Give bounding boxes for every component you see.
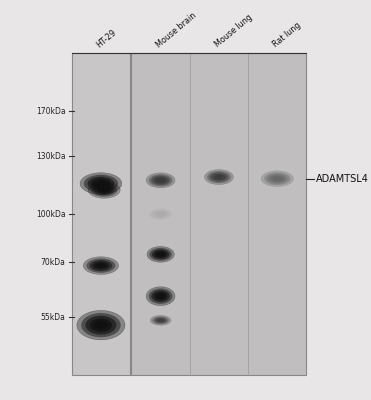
Ellipse shape bbox=[154, 292, 167, 300]
Ellipse shape bbox=[152, 316, 169, 324]
Ellipse shape bbox=[155, 212, 166, 217]
Ellipse shape bbox=[154, 177, 167, 184]
Ellipse shape bbox=[96, 263, 106, 268]
Ellipse shape bbox=[215, 175, 223, 179]
Text: 100kDa: 100kDa bbox=[36, 210, 66, 219]
Ellipse shape bbox=[270, 175, 285, 182]
Ellipse shape bbox=[210, 172, 228, 182]
Ellipse shape bbox=[267, 174, 288, 184]
Ellipse shape bbox=[90, 318, 112, 332]
Ellipse shape bbox=[151, 176, 170, 185]
Text: Mouse lung: Mouse lung bbox=[213, 13, 254, 49]
Ellipse shape bbox=[86, 258, 115, 273]
Ellipse shape bbox=[158, 319, 164, 322]
Ellipse shape bbox=[97, 186, 112, 194]
Ellipse shape bbox=[86, 316, 116, 334]
Ellipse shape bbox=[95, 180, 107, 186]
Ellipse shape bbox=[157, 178, 165, 182]
Ellipse shape bbox=[91, 183, 117, 197]
Text: 130kDa: 130kDa bbox=[36, 152, 66, 161]
Ellipse shape bbox=[88, 177, 114, 190]
Ellipse shape bbox=[154, 317, 167, 324]
Ellipse shape bbox=[152, 249, 169, 259]
Ellipse shape bbox=[273, 176, 282, 181]
Ellipse shape bbox=[83, 257, 119, 274]
Ellipse shape bbox=[88, 182, 120, 198]
Text: Mouse brain: Mouse brain bbox=[155, 11, 198, 49]
Ellipse shape bbox=[157, 252, 164, 256]
Bar bbox=[72, 53, 130, 375]
Ellipse shape bbox=[94, 185, 114, 195]
Ellipse shape bbox=[91, 178, 111, 188]
Ellipse shape bbox=[153, 210, 168, 218]
Ellipse shape bbox=[156, 318, 165, 322]
Text: HT-29: HT-29 bbox=[95, 28, 119, 49]
Bar bbox=[131, 53, 306, 375]
Text: Rat lung: Rat lung bbox=[272, 21, 303, 49]
Ellipse shape bbox=[212, 174, 226, 180]
Ellipse shape bbox=[149, 288, 173, 304]
Ellipse shape bbox=[77, 310, 125, 340]
Ellipse shape bbox=[151, 210, 170, 219]
Ellipse shape bbox=[157, 212, 164, 216]
Ellipse shape bbox=[150, 209, 172, 220]
Ellipse shape bbox=[150, 248, 172, 261]
Text: ADAMTSL4: ADAMTSL4 bbox=[316, 174, 369, 184]
Ellipse shape bbox=[146, 173, 175, 188]
Ellipse shape bbox=[80, 173, 122, 194]
Ellipse shape bbox=[204, 170, 233, 184]
Ellipse shape bbox=[147, 246, 174, 262]
Ellipse shape bbox=[264, 172, 290, 185]
Ellipse shape bbox=[100, 188, 109, 192]
Ellipse shape bbox=[150, 316, 171, 325]
Ellipse shape bbox=[90, 260, 112, 271]
Ellipse shape bbox=[157, 294, 165, 299]
Ellipse shape bbox=[94, 321, 108, 329]
Ellipse shape bbox=[146, 287, 175, 306]
Text: 70kDa: 70kDa bbox=[41, 258, 66, 267]
Ellipse shape bbox=[261, 171, 293, 186]
Ellipse shape bbox=[151, 290, 170, 302]
Ellipse shape bbox=[154, 251, 167, 258]
Ellipse shape bbox=[93, 262, 109, 270]
Ellipse shape bbox=[149, 174, 173, 186]
Ellipse shape bbox=[84, 175, 118, 192]
Ellipse shape bbox=[81, 313, 121, 337]
Text: 55kDa: 55kDa bbox=[41, 313, 66, 322]
Text: 170kDa: 170kDa bbox=[36, 107, 66, 116]
Ellipse shape bbox=[207, 171, 231, 183]
